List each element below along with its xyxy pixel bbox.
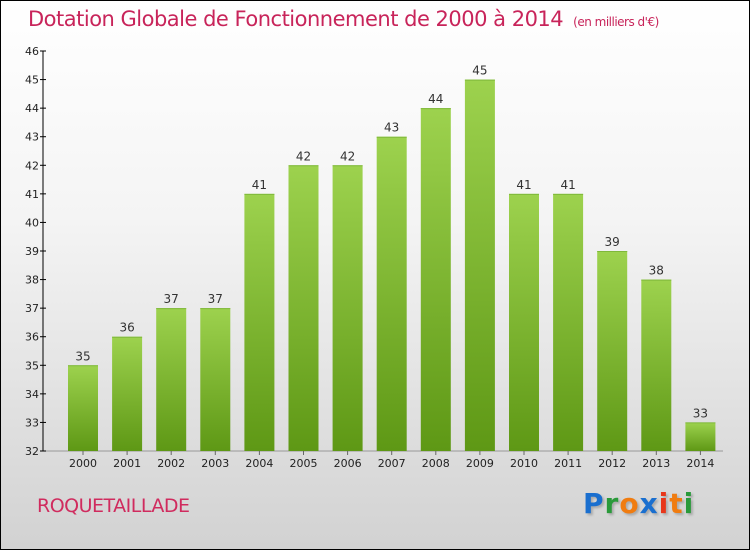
chart-title: Dotation Globale de Fonctionnement de 20… xyxy=(28,7,659,31)
x-tick-label: 2013 xyxy=(642,457,670,470)
data-label: 38 xyxy=(649,264,664,278)
title-text: Dotation Globale de Fonctionnement de 20… xyxy=(28,7,564,31)
data-label: 42 xyxy=(296,149,311,163)
logo-letter: t xyxy=(669,487,684,520)
logo-letter: P xyxy=(583,487,605,520)
y-tick-label: 35 xyxy=(25,359,39,372)
x-tick-label: 2010 xyxy=(510,457,538,470)
logo-letter: o xyxy=(619,487,640,520)
x-tick-label: 2006 xyxy=(334,457,362,470)
bar-2009 xyxy=(464,79,495,452)
bar-2014 xyxy=(685,422,716,451)
data-label: 35 xyxy=(75,349,90,363)
data-label: 39 xyxy=(605,235,620,249)
y-tick-label: 46 xyxy=(25,45,39,58)
x-tick-label: 2002 xyxy=(157,457,185,470)
data-label: 45 xyxy=(472,64,487,78)
y-tick-label: 43 xyxy=(25,131,39,144)
bar-2006 xyxy=(332,165,363,452)
chart-subtitle: (en milliers d'€) xyxy=(573,15,659,29)
bar-2008 xyxy=(420,108,451,452)
y-tick-label: 39 xyxy=(25,245,39,258)
data-label: 37 xyxy=(164,292,179,306)
bar-2001 xyxy=(112,336,143,451)
data-label: 41 xyxy=(516,178,531,192)
logo-letter: r xyxy=(604,487,620,520)
y-tick-label: 32 xyxy=(25,445,39,458)
x-tick-label: 2014 xyxy=(686,457,714,470)
x-tick-label: 2003 xyxy=(201,457,229,470)
bar-2005 xyxy=(288,165,319,452)
y-tick-label: 33 xyxy=(25,416,39,429)
x-tick-label: 2000 xyxy=(69,457,97,470)
x-tick-label: 2001 xyxy=(113,457,141,470)
logo-letter: i xyxy=(683,487,695,520)
data-label: 41 xyxy=(252,178,267,192)
bar-2010 xyxy=(509,193,539,451)
y-tick-label: 36 xyxy=(25,331,39,344)
y-tick-label: 44 xyxy=(25,102,39,115)
bar-2002 xyxy=(156,308,187,451)
x-tick-label: 2011 xyxy=(554,457,582,470)
logo-letter: i xyxy=(658,487,670,520)
y-tick-label: 34 xyxy=(25,388,39,401)
commune-name: ROQUETAILLADE xyxy=(37,495,190,517)
x-tick-label: 2005 xyxy=(290,457,318,470)
x-tick-label: 2007 xyxy=(378,457,406,470)
x-tick-label: 2008 xyxy=(422,457,450,470)
y-tick-label: 37 xyxy=(25,302,39,315)
y-tick-label: 42 xyxy=(25,159,39,172)
data-label: 37 xyxy=(208,292,223,306)
bar-2013 xyxy=(641,279,672,451)
data-label: 42 xyxy=(340,149,355,163)
data-label: 44 xyxy=(428,92,443,106)
bar-2004 xyxy=(244,193,275,451)
data-label: 36 xyxy=(119,321,134,335)
bar-2007 xyxy=(376,136,407,451)
bar-2003 xyxy=(200,308,231,451)
data-label: 41 xyxy=(560,178,575,192)
logo-letter: x xyxy=(639,487,659,520)
y-tick-label: 40 xyxy=(25,216,39,229)
bar-2012 xyxy=(597,251,628,451)
data-label: 33 xyxy=(693,406,708,420)
x-tick-label: 2009 xyxy=(466,457,494,470)
data-label: 43 xyxy=(384,121,399,135)
y-tick-label: 41 xyxy=(25,188,39,201)
bar-2011 xyxy=(553,193,584,451)
y-tick-label: 38 xyxy=(25,274,39,287)
y-tick-label: 45 xyxy=(25,74,39,87)
x-tick-label: 2012 xyxy=(598,457,626,470)
proxiti-logo: Proxiti xyxy=(583,487,694,520)
x-tick-label: 2004 xyxy=(245,457,273,470)
bar-2000 xyxy=(68,365,98,451)
